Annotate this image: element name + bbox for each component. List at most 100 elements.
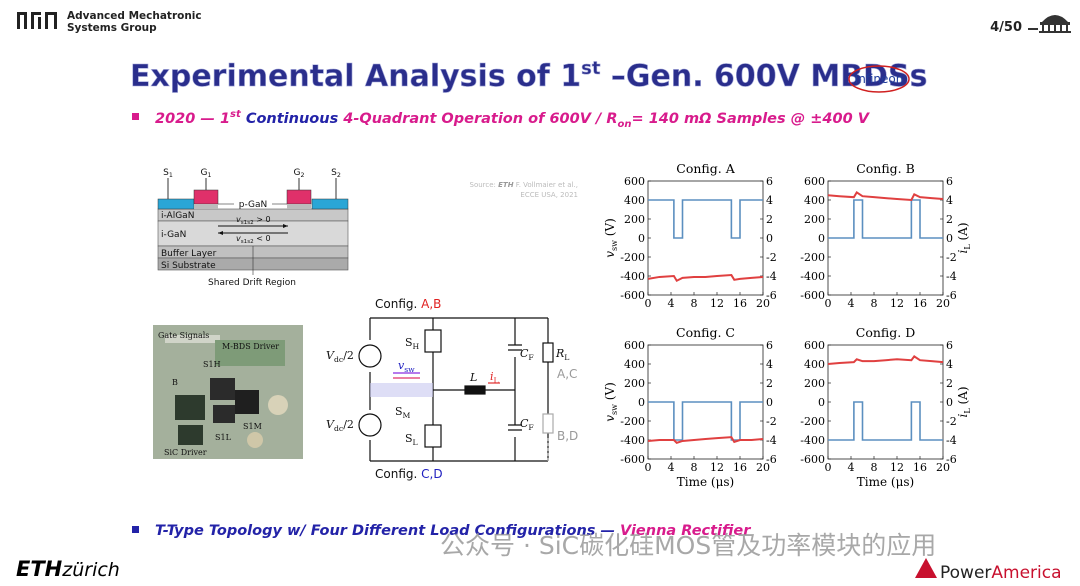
label: S1 xyxy=(163,168,173,179)
y2-tick-label: 0 xyxy=(766,396,773,409)
shape xyxy=(194,204,218,209)
y-tick-label: 400 xyxy=(804,358,825,371)
shape xyxy=(1040,22,1070,25)
label: i-GaN xyxy=(161,230,186,240)
y2-tick-label: 2 xyxy=(946,377,953,390)
y-tick-label: 0 xyxy=(818,232,825,245)
y-tick-label: 400 xyxy=(624,194,645,207)
x-tick-label: 20 xyxy=(756,461,770,474)
group-name: Advanced Mechatronic xyxy=(67,10,202,22)
axis-label: iL (A) xyxy=(956,387,972,418)
shape xyxy=(31,12,34,29)
text-part: 2 xyxy=(300,172,304,179)
chart: Config. C0 4 8 12 16 20-600-400-2000200400600… xyxy=(603,325,777,489)
label: S1L xyxy=(215,433,232,442)
label: SM xyxy=(395,405,411,420)
text-part: G xyxy=(201,168,208,178)
shape xyxy=(45,12,48,29)
shape xyxy=(45,12,57,15)
shape xyxy=(542,342,554,363)
shape xyxy=(424,329,442,353)
axis-label-part: L xyxy=(963,244,972,250)
y-tick-label: 400 xyxy=(624,358,645,371)
text-part: V xyxy=(326,418,335,431)
shape xyxy=(235,390,259,414)
shape xyxy=(1042,25,1044,31)
text-part: C,D xyxy=(421,467,442,481)
bullet xyxy=(132,113,139,120)
data-line xyxy=(648,199,763,239)
axis-label-part: v xyxy=(603,415,617,422)
chart-title: Config. B xyxy=(856,161,915,176)
text-part: R xyxy=(555,347,564,360)
text-part: s1s2 xyxy=(241,220,254,226)
shape xyxy=(165,335,220,343)
y2-tick-label: -4 xyxy=(946,434,957,447)
circuit-labels: Config. A,B Config. C,D Vdc/2 Vdc/2 SH S… xyxy=(326,297,578,481)
axis-label-part: v xyxy=(603,251,617,258)
axis-label: iL (A) xyxy=(956,223,972,254)
logo-ring xyxy=(848,65,910,93)
y2-tick-label: -2 xyxy=(766,251,777,264)
y2-tick-label: 4 xyxy=(946,358,953,371)
y2-tick-label: 0 xyxy=(946,396,953,409)
eth-logo: ETHzürich xyxy=(16,557,120,581)
shape xyxy=(1039,31,1071,33)
watermark: 公众号 · SiC碳化硅MOS管及功率模块的应用 xyxy=(440,531,936,560)
label: SiC Driver xyxy=(164,448,207,457)
text-part: L xyxy=(413,438,418,447)
text-part: > 0 xyxy=(254,215,271,224)
text-part: ETH xyxy=(16,557,63,581)
y2-tick-label: 2 xyxy=(946,213,953,226)
text-part: v xyxy=(236,215,241,224)
bullet xyxy=(132,526,139,533)
y2-tick-label: 4 xyxy=(766,358,773,371)
text-part: ETH xyxy=(498,181,514,189)
y-tick-label: -600 xyxy=(800,453,825,466)
shape xyxy=(286,189,312,205)
label: vs1s2 > 0 xyxy=(236,215,271,226)
label: p-GaN xyxy=(239,200,268,210)
label: Shared Drift Region xyxy=(208,278,296,288)
text-part: –Gen. 600V MBDSs xyxy=(600,59,927,94)
label: S2 xyxy=(331,168,341,179)
shape xyxy=(157,198,195,210)
text-part: L xyxy=(564,353,569,362)
y-tick-label: -400 xyxy=(620,270,645,283)
y-tick-label: 600 xyxy=(804,175,825,188)
shape: Vdc/2 Vdc/2 SH SM SL vsw L iL CF CF RL xyxy=(326,336,569,447)
x-tick-label: 4 xyxy=(848,461,855,474)
text-part: Source: xyxy=(470,181,496,189)
x-axis-label: Time (μs) xyxy=(677,475,734,489)
label: Config. C,D xyxy=(375,467,443,481)
group-name: Systems Group xyxy=(67,22,157,34)
shape xyxy=(542,413,554,434)
shape xyxy=(213,405,235,423)
text-part: 1 xyxy=(169,172,173,179)
circuit xyxy=(358,317,554,462)
y2-tick-label: 4 xyxy=(946,194,953,207)
text-part: st xyxy=(581,58,601,79)
data-line xyxy=(648,401,763,441)
y2-tick-label: 2 xyxy=(766,213,773,226)
y2-tick-label: 6 xyxy=(766,339,773,352)
y-tick-label: -600 xyxy=(620,453,645,466)
label: vs1s2 < 0 xyxy=(236,234,271,245)
label: B,D xyxy=(557,429,578,443)
y2-tick-label: 6 xyxy=(946,339,953,352)
text-part: T-Type Topology w/ Four Different Load C… xyxy=(155,523,620,539)
shape xyxy=(38,17,41,29)
y-tick-label: 0 xyxy=(818,396,825,409)
y-tick-label: 200 xyxy=(624,377,645,390)
text-part: /2 xyxy=(343,418,354,431)
label: vsw xyxy=(398,359,415,374)
x-tick-label: 16 xyxy=(913,461,927,474)
text-part: Config. xyxy=(375,467,421,481)
x-tick-label: 0 xyxy=(825,461,832,474)
text-part: C xyxy=(520,347,529,360)
axis-label-part: (A) xyxy=(956,223,970,245)
y-tick-label: 200 xyxy=(624,213,645,226)
y-tick-label: -200 xyxy=(620,415,645,428)
chart-title: Config. C xyxy=(676,325,735,340)
y2-tick-label: 4 xyxy=(766,194,773,207)
